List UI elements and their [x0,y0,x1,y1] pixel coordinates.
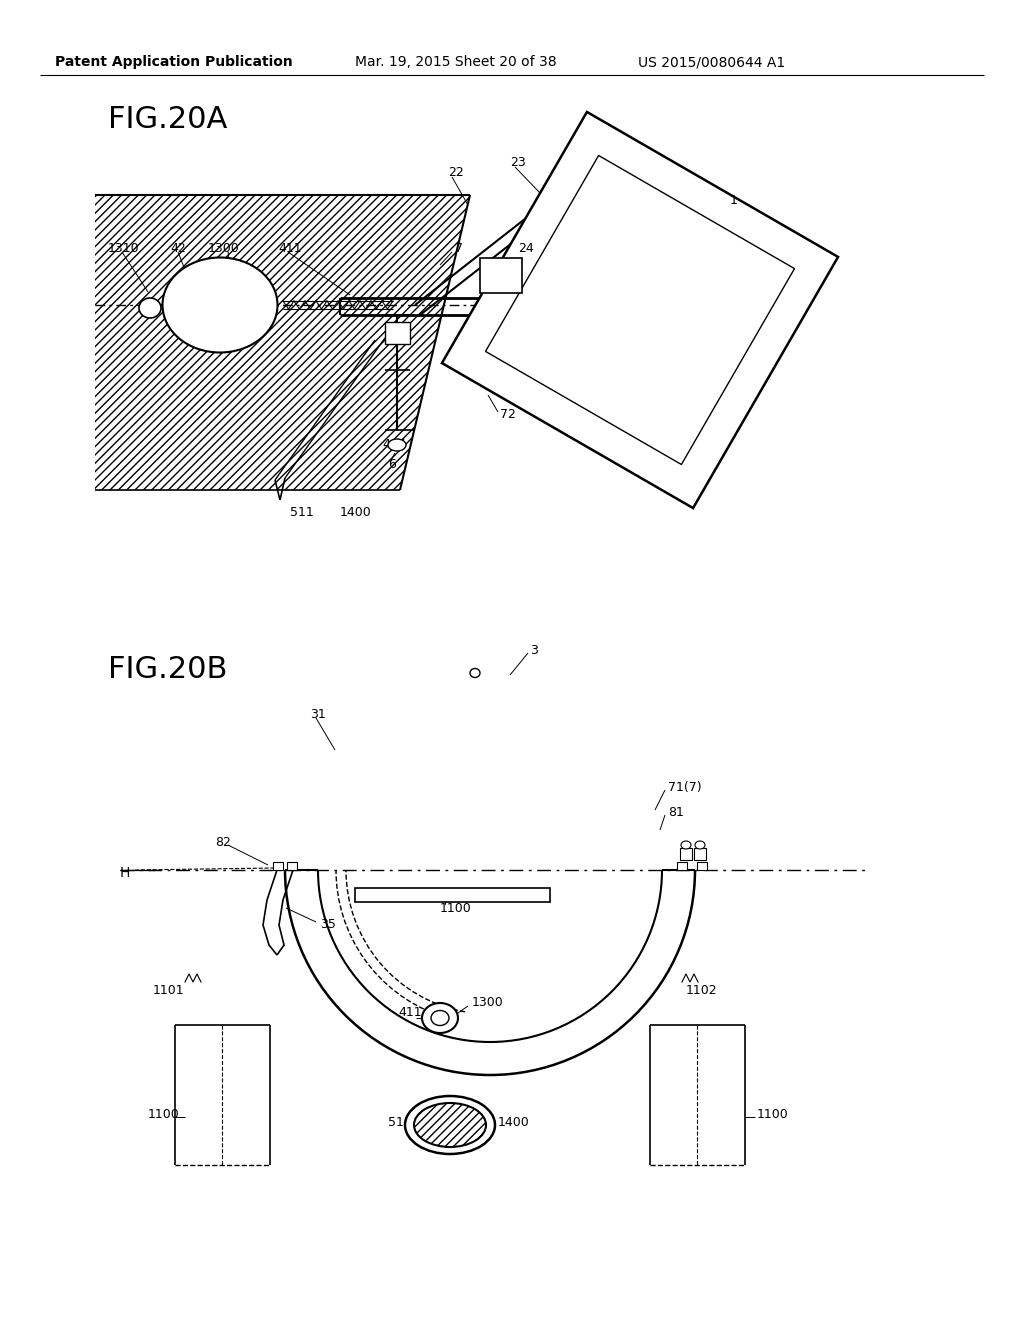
Text: FIG.20A: FIG.20A [108,106,227,135]
Ellipse shape [139,298,161,318]
Polygon shape [95,195,470,490]
Polygon shape [485,156,795,465]
Ellipse shape [422,1003,458,1034]
Bar [287,862,297,870]
Ellipse shape [163,257,278,352]
Text: 511: 511 [388,1115,412,1129]
Text: 1100: 1100 [757,1109,788,1122]
Ellipse shape [388,440,406,451]
Text: 71(7): 71(7) [668,780,701,793]
Bar [385,322,410,345]
Bar [677,862,687,870]
Text: 6: 6 [388,458,396,471]
Text: 1300: 1300 [472,997,504,1010]
Text: 35: 35 [319,919,336,932]
Text: 24: 24 [518,242,534,255]
Bar [273,862,283,870]
Ellipse shape [406,1096,495,1154]
Bar [355,888,550,902]
Text: 5: 5 [398,438,406,451]
Text: 1: 1 [730,194,738,206]
Text: 2: 2 [720,292,728,305]
Text: H: H [120,866,130,880]
Text: 82: 82 [215,836,230,849]
Bar [694,847,706,861]
Text: 23: 23 [510,156,525,169]
Text: 31: 31 [310,709,326,722]
Text: 42: 42 [170,242,185,255]
Ellipse shape [695,841,705,849]
Ellipse shape [681,841,691,849]
Text: 1300: 1300 [208,242,240,255]
Bar [480,257,522,293]
Text: 1100: 1100 [148,1109,180,1122]
Ellipse shape [431,1011,449,1026]
Text: 1310: 1310 [108,242,139,255]
Bar [680,847,692,861]
Text: 3: 3 [530,644,538,656]
Text: 4: 4 [382,438,390,451]
Text: Patent Application Publication: Patent Application Publication [55,55,293,69]
Text: 1100: 1100 [440,902,472,915]
Text: US 2015/0080644 A1: US 2015/0080644 A1 [638,55,785,69]
Polygon shape [442,112,838,508]
Text: 72: 72 [500,408,516,421]
Text: 411: 411 [278,242,302,255]
Text: 1400: 1400 [498,1115,529,1129]
Text: FIG.20B: FIG.20B [108,656,227,685]
Text: 7: 7 [455,242,463,255]
Text: Mar. 19, 2015 Sheet 20 of 38: Mar. 19, 2015 Sheet 20 of 38 [355,55,557,69]
Text: 22: 22 [449,165,464,178]
Text: 411: 411 [398,1006,422,1019]
Text: 81: 81 [668,805,684,818]
Text: 1101: 1101 [153,983,184,997]
Text: 511: 511 [290,506,313,519]
Text: 1400: 1400 [340,506,372,519]
Text: 1102: 1102 [686,983,718,997]
Ellipse shape [470,668,480,677]
Bar [697,862,707,870]
